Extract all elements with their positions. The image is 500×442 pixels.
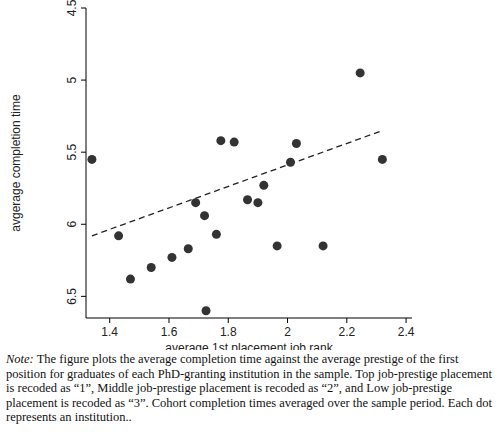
y-axis-title: avgerage completion time [9,94,23,232]
y-tick [81,8,86,9]
x-tick-label: 1.8 [220,325,237,339]
x-axis-title: average 1st placement job rank [165,341,333,350]
point [292,139,301,148]
point [216,136,225,145]
y-axis [86,8,87,318]
x-tick-label: 1.4 [101,325,118,339]
point [87,155,96,164]
x-tick [287,318,288,323]
point [259,181,268,190]
x-tick-label: 2.2 [338,325,355,339]
point [147,263,156,272]
y-tick-label: 5 [65,76,79,83]
y-tick [81,80,86,81]
y-tick [81,296,86,297]
note-text: The figure plots the average completion … [6,352,492,424]
note: Note: The figure plots the average compl… [6,352,494,425]
point [184,244,193,253]
y-tick-label: 5.5 [65,144,79,161]
point [356,68,365,77]
fit-line [92,131,382,236]
y-tick [81,224,86,225]
x-tick [109,318,110,323]
y-tick [81,152,86,153]
plot-area [87,68,386,315]
point [202,306,211,315]
x-tick [346,318,347,323]
point [191,198,200,207]
point [286,158,295,167]
point [243,195,252,204]
chart: 4.5 5 5.5 6 6.5 1.4 1.6 1.8 2 2.2 2.4 average 1st p… [0,0,500,350]
y-tick-label: 6 [65,221,79,228]
point [167,253,176,262]
x-tick-label: 1.6 [161,325,178,339]
point [114,231,123,240]
figure: 4.5 5 5.5 6 6.5 1.4 1.6 1.8 2 2.2 2.4 average 1st p… [0,0,500,442]
point [230,138,239,147]
x-axis [86,318,412,319]
point [378,155,387,164]
y-tick-label: 6.5 [65,288,79,305]
x-tick [406,318,407,323]
note-label: Note: [6,352,34,366]
point [212,230,221,239]
x-tick-label: 2.4 [398,325,415,339]
point [253,198,262,207]
y-tick-label: 4.5 [65,0,79,16]
point [273,241,282,250]
point [126,275,135,284]
point [200,211,209,220]
x-tick [168,318,169,323]
x-tick-label: 2 [284,325,291,339]
point [319,241,328,250]
x-tick [228,318,229,323]
